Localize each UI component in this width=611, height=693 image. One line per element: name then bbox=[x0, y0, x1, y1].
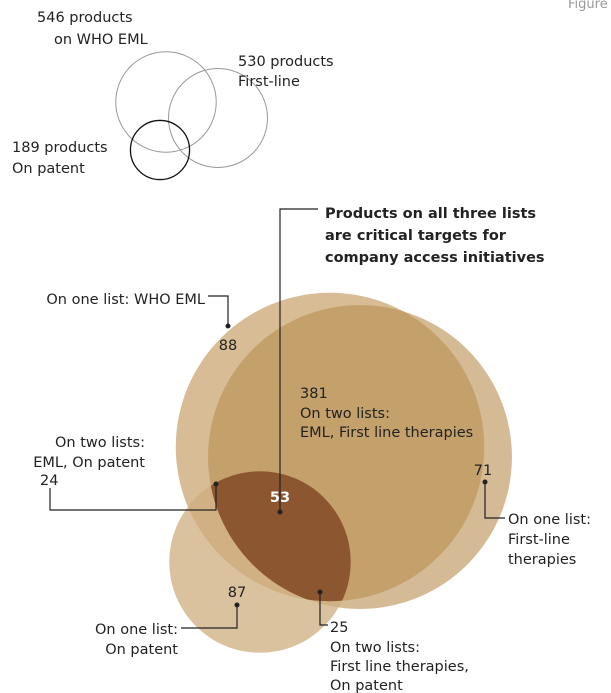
set-value: 189 products bbox=[12, 140, 108, 156]
region-label: First line therapies, bbox=[330, 659, 469, 675]
set-name: First-line bbox=[238, 74, 300, 90]
figure-label: Figure bbox=[568, 0, 608, 12]
region-label: EML, On patent bbox=[33, 455, 145, 471]
region-value: 24 bbox=[40, 473, 58, 489]
leader bbox=[319, 592, 328, 626]
leader bbox=[484, 482, 505, 519]
set-value: 546 products bbox=[37, 10, 133, 26]
leader bbox=[279, 208, 318, 512]
leaders bbox=[49, 208, 505, 629]
region-label: On one list: WHO EML bbox=[46, 292, 205, 308]
region-label: EML, First line therapies bbox=[300, 425, 473, 441]
region-label: On two lists: bbox=[330, 640, 420, 656]
region-value: 25 bbox=[330, 620, 348, 636]
region-label: On patent bbox=[105, 642, 178, 658]
annotation: are critical targets for bbox=[325, 228, 507, 244]
annotation: Products on all three lists bbox=[325, 206, 536, 222]
circles bbox=[115, 51, 512, 653]
region-label: therapies bbox=[508, 552, 576, 568]
dot bbox=[277, 509, 283, 515]
dot bbox=[213, 481, 219, 487]
region-value: 381 bbox=[300, 386, 328, 402]
legend-circle bbox=[168, 68, 268, 168]
leader bbox=[208, 295, 229, 326]
legend-circle bbox=[129, 119, 191, 181]
set-value: 530 products bbox=[238, 54, 334, 70]
region-label: First-line bbox=[508, 532, 570, 548]
annotation: company access initiatives bbox=[325, 250, 545, 266]
region-value: 88 bbox=[219, 338, 237, 354]
dot bbox=[317, 589, 323, 595]
dot bbox=[225, 323, 231, 329]
region-value: 71 bbox=[474, 463, 492, 479]
leader bbox=[49, 484, 217, 511]
set-name: on WHO EML bbox=[54, 32, 148, 48]
set-name: On patent bbox=[12, 161, 85, 177]
legend-circle bbox=[115, 51, 217, 153]
region-value: 87 bbox=[228, 585, 246, 601]
region-label: On one list: bbox=[95, 622, 178, 638]
region-label: On two lists: bbox=[300, 406, 390, 422]
region-label: On two lists: bbox=[55, 435, 145, 451]
region-value: 53 bbox=[270, 490, 290, 506]
region-label: On one list: bbox=[508, 512, 591, 528]
dot bbox=[482, 479, 488, 485]
leader bbox=[181, 605, 238, 629]
region-label: On patent bbox=[330, 678, 403, 693]
dot bbox=[234, 602, 240, 608]
